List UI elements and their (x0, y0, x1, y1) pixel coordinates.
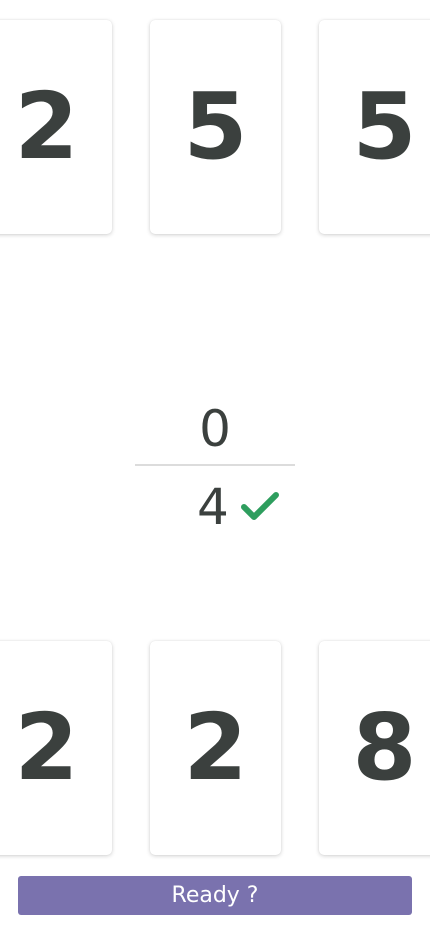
score-bottom-value: 4 (197, 478, 229, 536)
bottom-card-3[interactable]: 8 (319, 641, 430, 855)
ready-button[interactable]: Ready ? (18, 876, 412, 915)
check-icon (241, 492, 279, 520)
bottom-card-row: 2 2 8 (0, 641, 430, 857)
top-card-3[interactable]: 5 (319, 20, 430, 234)
score-top-value: 0 (199, 400, 231, 458)
top-card-1[interactable]: 2 (0, 20, 112, 234)
bottom-card-1[interactable]: 2 (0, 641, 112, 855)
bottom-card-2[interactable]: 2 (150, 641, 281, 855)
top-card-row: 2 5 5 (0, 20, 430, 236)
score-divider (135, 464, 295, 466)
score-counter: 0 4 (135, 400, 295, 540)
top-card-2[interactable]: 5 (150, 20, 281, 234)
